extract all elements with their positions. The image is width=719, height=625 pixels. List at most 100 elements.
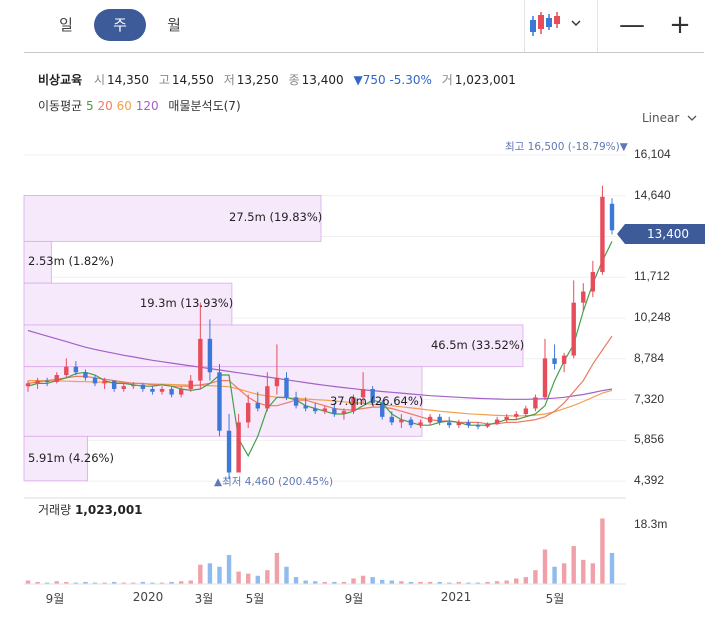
- ma-label[interactable]: 이동평균: [38, 99, 83, 113]
- candle-body-39: [399, 419, 404, 423]
- candle-body-55: [552, 358, 557, 364]
- candle-body-27: [284, 377, 289, 398]
- candle-body-50: [504, 416, 509, 420]
- x-tick-label: 2020: [132, 590, 164, 604]
- volume-profile-label[interactable]: 매물분석도(7): [168, 99, 241, 113]
- volume-bar-43: [437, 581, 442, 584]
- volume-bar-18: [198, 564, 203, 584]
- volume-bar-58: [581, 559, 586, 584]
- volume-bar-19: [207, 563, 213, 584]
- candle-body-14: [159, 388, 165, 392]
- candle-body-22: [236, 422, 241, 473]
- candle-body-13: [150, 388, 155, 392]
- top-toolbar: 일 주 월 — +: [24, 0, 704, 53]
- volume-profile-label: 5.91m (4.26%): [28, 450, 114, 465]
- candle-body-52: [523, 408, 529, 415]
- volume-bar-33: [341, 581, 347, 584]
- ma20-label: 20: [97, 99, 113, 113]
- tab-daily[interactable]: 일: [59, 16, 73, 34]
- candle-body-18: [198, 338, 203, 381]
- candle-body-3: [54, 375, 59, 383]
- candle-body-58: [581, 291, 586, 303]
- volume-value: 1,023,001: [454, 73, 516, 87]
- volume-bar-39: [399, 581, 404, 584]
- chart-type-selector[interactable]: [524, 0, 598, 52]
- zoom-in-button[interactable]: +: [669, 10, 691, 40]
- volume-bar-0: [25, 580, 31, 584]
- volume-bar-29: [303, 580, 308, 584]
- volume-bar-2: [44, 582, 50, 584]
- volume-bar-38: [389, 580, 395, 584]
- tab-weekly[interactable]: 주: [94, 9, 146, 41]
- volume-bar-9: [111, 581, 117, 584]
- x-tick-label: 5월: [545, 592, 565, 606]
- volume-bar-11: [131, 582, 136, 584]
- scale-selector[interactable]: Linear: [642, 111, 697, 125]
- volume-bar-1: [35, 581, 40, 584]
- low-marker: ▲최저 4,460 (200.45%): [214, 476, 334, 488]
- candle-body-28: [293, 397, 299, 406]
- candle-body-4: [64, 366, 69, 376]
- candle-body-56: [561, 355, 567, 364]
- open-label: 시: [94, 73, 106, 87]
- candle-body-5: [73, 366, 79, 373]
- volume-profile-label: 2.53m (1.82%): [28, 254, 114, 269]
- tab-monthly[interactable]: 월: [167, 16, 181, 34]
- candle-body-23: [245, 402, 251, 423]
- x-tick-label: 2021: [440, 590, 472, 604]
- candle-body-29: [303, 405, 308, 409]
- y-tick-label: 4,392: [634, 473, 665, 488]
- volume-profile-bar-3: [23, 324, 524, 368]
- volume-bar-20: [217, 566, 222, 584]
- volume-bar-34: [351, 578, 356, 584]
- volume-bar-53: [533, 570, 538, 584]
- ma5-label: 5: [86, 99, 94, 113]
- high-value: 14,550: [171, 73, 214, 87]
- candle-body-26: [274, 377, 280, 387]
- zoom-out-button[interactable]: —: [619, 10, 645, 40]
- candle-body-12: [140, 384, 146, 389]
- volume-bar-42: [427, 581, 433, 584]
- volume-bar-5: [73, 582, 79, 584]
- ma120-line: [27, 329, 613, 400]
- candlestick-icon: [530, 12, 560, 36]
- volume-bar-32: [332, 581, 337, 584]
- volume-profile-bar-5: [23, 435, 88, 482]
- volume-title-value: 1,023,001: [74, 503, 143, 517]
- volume-bar-49: [494, 581, 500, 584]
- volume-axis-label: 18.3m: [634, 517, 668, 531]
- volume-bar-48: [485, 581, 490, 584]
- candle-body-24: [255, 402, 260, 409]
- volume-bar-7: [92, 582, 98, 584]
- volume-bar-6: [83, 581, 88, 584]
- candle-body-20: [217, 372, 222, 431]
- volume-bar-3: [54, 581, 59, 584]
- y-tick-label: 8,784: [634, 350, 665, 365]
- volume-bar-50: [504, 580, 509, 584]
- candle-body-40: [408, 419, 414, 426]
- candle-body-17: [188, 380, 193, 389]
- candle-body-0: [25, 383, 31, 387]
- candle-body-60: [600, 196, 605, 273]
- candle-body-11: [131, 384, 136, 387]
- volume-bar-21: [226, 555, 232, 584]
- candle-body-48: [485, 423, 490, 427]
- zoom-controls: — +: [612, 0, 704, 52]
- candle-body-38: [389, 416, 395, 423]
- candle-body-10: [121, 386, 126, 389]
- candle-body-16: [178, 388, 184, 395]
- volume-bar-8: [102, 582, 107, 584]
- volume-profile-bar-0: [23, 195, 322, 242]
- volume-bar-22: [236, 571, 241, 584]
- volume-bar-59: [590, 563, 596, 584]
- stock-name: 비상교육: [38, 73, 83, 87]
- candle-body-19: [207, 338, 213, 373]
- candle-body-45: [456, 422, 462, 426]
- volume-bar-16: [178, 581, 184, 584]
- ma120-label: 120: [135, 99, 159, 113]
- volume-profile-label: 27.5m (19.83%): [229, 210, 323, 225]
- volume-bar-46: [466, 582, 471, 584]
- candle-body-36: [370, 388, 375, 403]
- volume-profile-label: 37.0m (26.64%): [329, 393, 424, 408]
